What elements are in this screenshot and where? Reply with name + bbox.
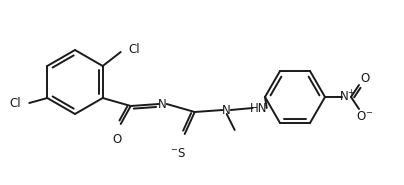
Text: $^{-}$S: $^{-}$S <box>170 147 186 160</box>
Text: N$^{+}$: N$^{+}$ <box>339 89 356 105</box>
Text: Cl: Cl <box>10 97 21 110</box>
Text: O: O <box>112 133 121 146</box>
Text: N: N <box>158 97 167 110</box>
Text: Cl: Cl <box>129 43 140 56</box>
Text: O: O <box>360 71 370 85</box>
Text: HN: HN <box>250 102 267 115</box>
Text: N: N <box>222 103 231 117</box>
Text: O$^{-}$: O$^{-}$ <box>356 110 374 122</box>
